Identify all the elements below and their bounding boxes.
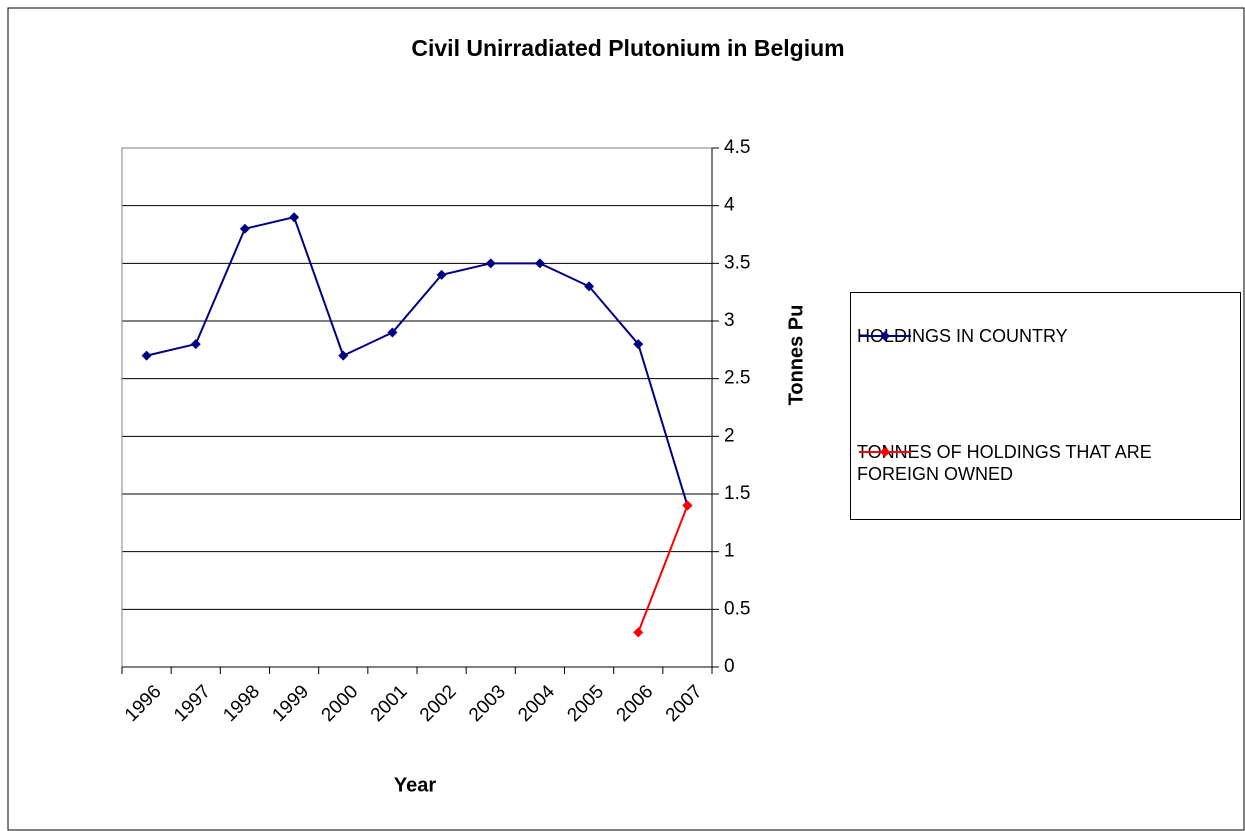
x-tick-label: 1999	[268, 681, 313, 726]
data-point	[584, 281, 595, 292]
series-line	[637, 505, 689, 633]
series-line	[146, 216, 689, 506]
legend-key	[859, 447, 911, 457]
chart-border	[7, 7, 1245, 831]
y-tick-label: 2	[724, 425, 735, 446]
x-tick-label: 1997	[170, 681, 215, 726]
x-tick-label: 1998	[219, 681, 264, 726]
data-point	[338, 350, 349, 361]
data-point	[289, 212, 300, 223]
y-tick-label: 1.5	[724, 483, 750, 504]
legend-marker	[880, 447, 890, 457]
y-tick-label: 0.5	[724, 598, 750, 619]
x-tick-label: 2002	[416, 681, 461, 726]
data-point	[633, 627, 644, 638]
plot-border	[121, 147, 713, 668]
chart-title: Civil Unirradiated Plutonium in Belgium	[411, 35, 844, 61]
legend: HOLDINGS IN COUNTRY TONNES OF HOLDINGS TH…	[850, 292, 1241, 520]
y-tick-label: 2.5	[724, 368, 750, 389]
legend-item: HOLDINGS IN COUNTRY	[857, 325, 1177, 347]
x-tick-label: 2001	[367, 681, 412, 726]
y-tick-label: 1	[724, 541, 735, 562]
data-point	[387, 327, 398, 338]
data-point	[633, 339, 644, 350]
x-tick-label: 1996	[121, 681, 166, 726]
data-point	[190, 339, 201, 350]
y-tick-label: 0	[724, 656, 735, 677]
x-tick-label: 2006	[613, 681, 658, 726]
data-point	[534, 258, 545, 269]
legend-label: HOLDINGS IN COUNTRY	[857, 326, 1068, 346]
data-point	[485, 258, 496, 269]
data-point	[239, 223, 250, 234]
legend-marker	[880, 331, 890, 341]
x-tick-label: 2003	[465, 681, 510, 726]
x-tick-label: 2007	[662, 681, 707, 726]
x-tick-label: 2005	[563, 681, 608, 726]
x-tick-label: 2004	[514, 681, 559, 726]
y-tick-label: 4	[724, 195, 735, 216]
x-tick-label: 2000	[318, 681, 363, 726]
y-tick-label: 4.5	[724, 137, 750, 158]
data-point	[436, 269, 447, 280]
data-point	[141, 350, 152, 361]
legend-item: TONNES OF HOLDINGS THAT ARE FOREIGN OWNE…	[857, 441, 1177, 485]
legend-key	[859, 331, 911, 341]
x-axis-title: Year	[394, 774, 436, 796]
data-point	[682, 500, 693, 511]
legend-label: TONNES OF HOLDINGS THAT ARE FOREIGN OWNE…	[857, 442, 1152, 484]
y-tick-label: 3	[724, 310, 735, 331]
y-tick-label: 3.5	[724, 252, 750, 273]
y-axis-title: Tonnes Pu	[785, 305, 807, 406]
